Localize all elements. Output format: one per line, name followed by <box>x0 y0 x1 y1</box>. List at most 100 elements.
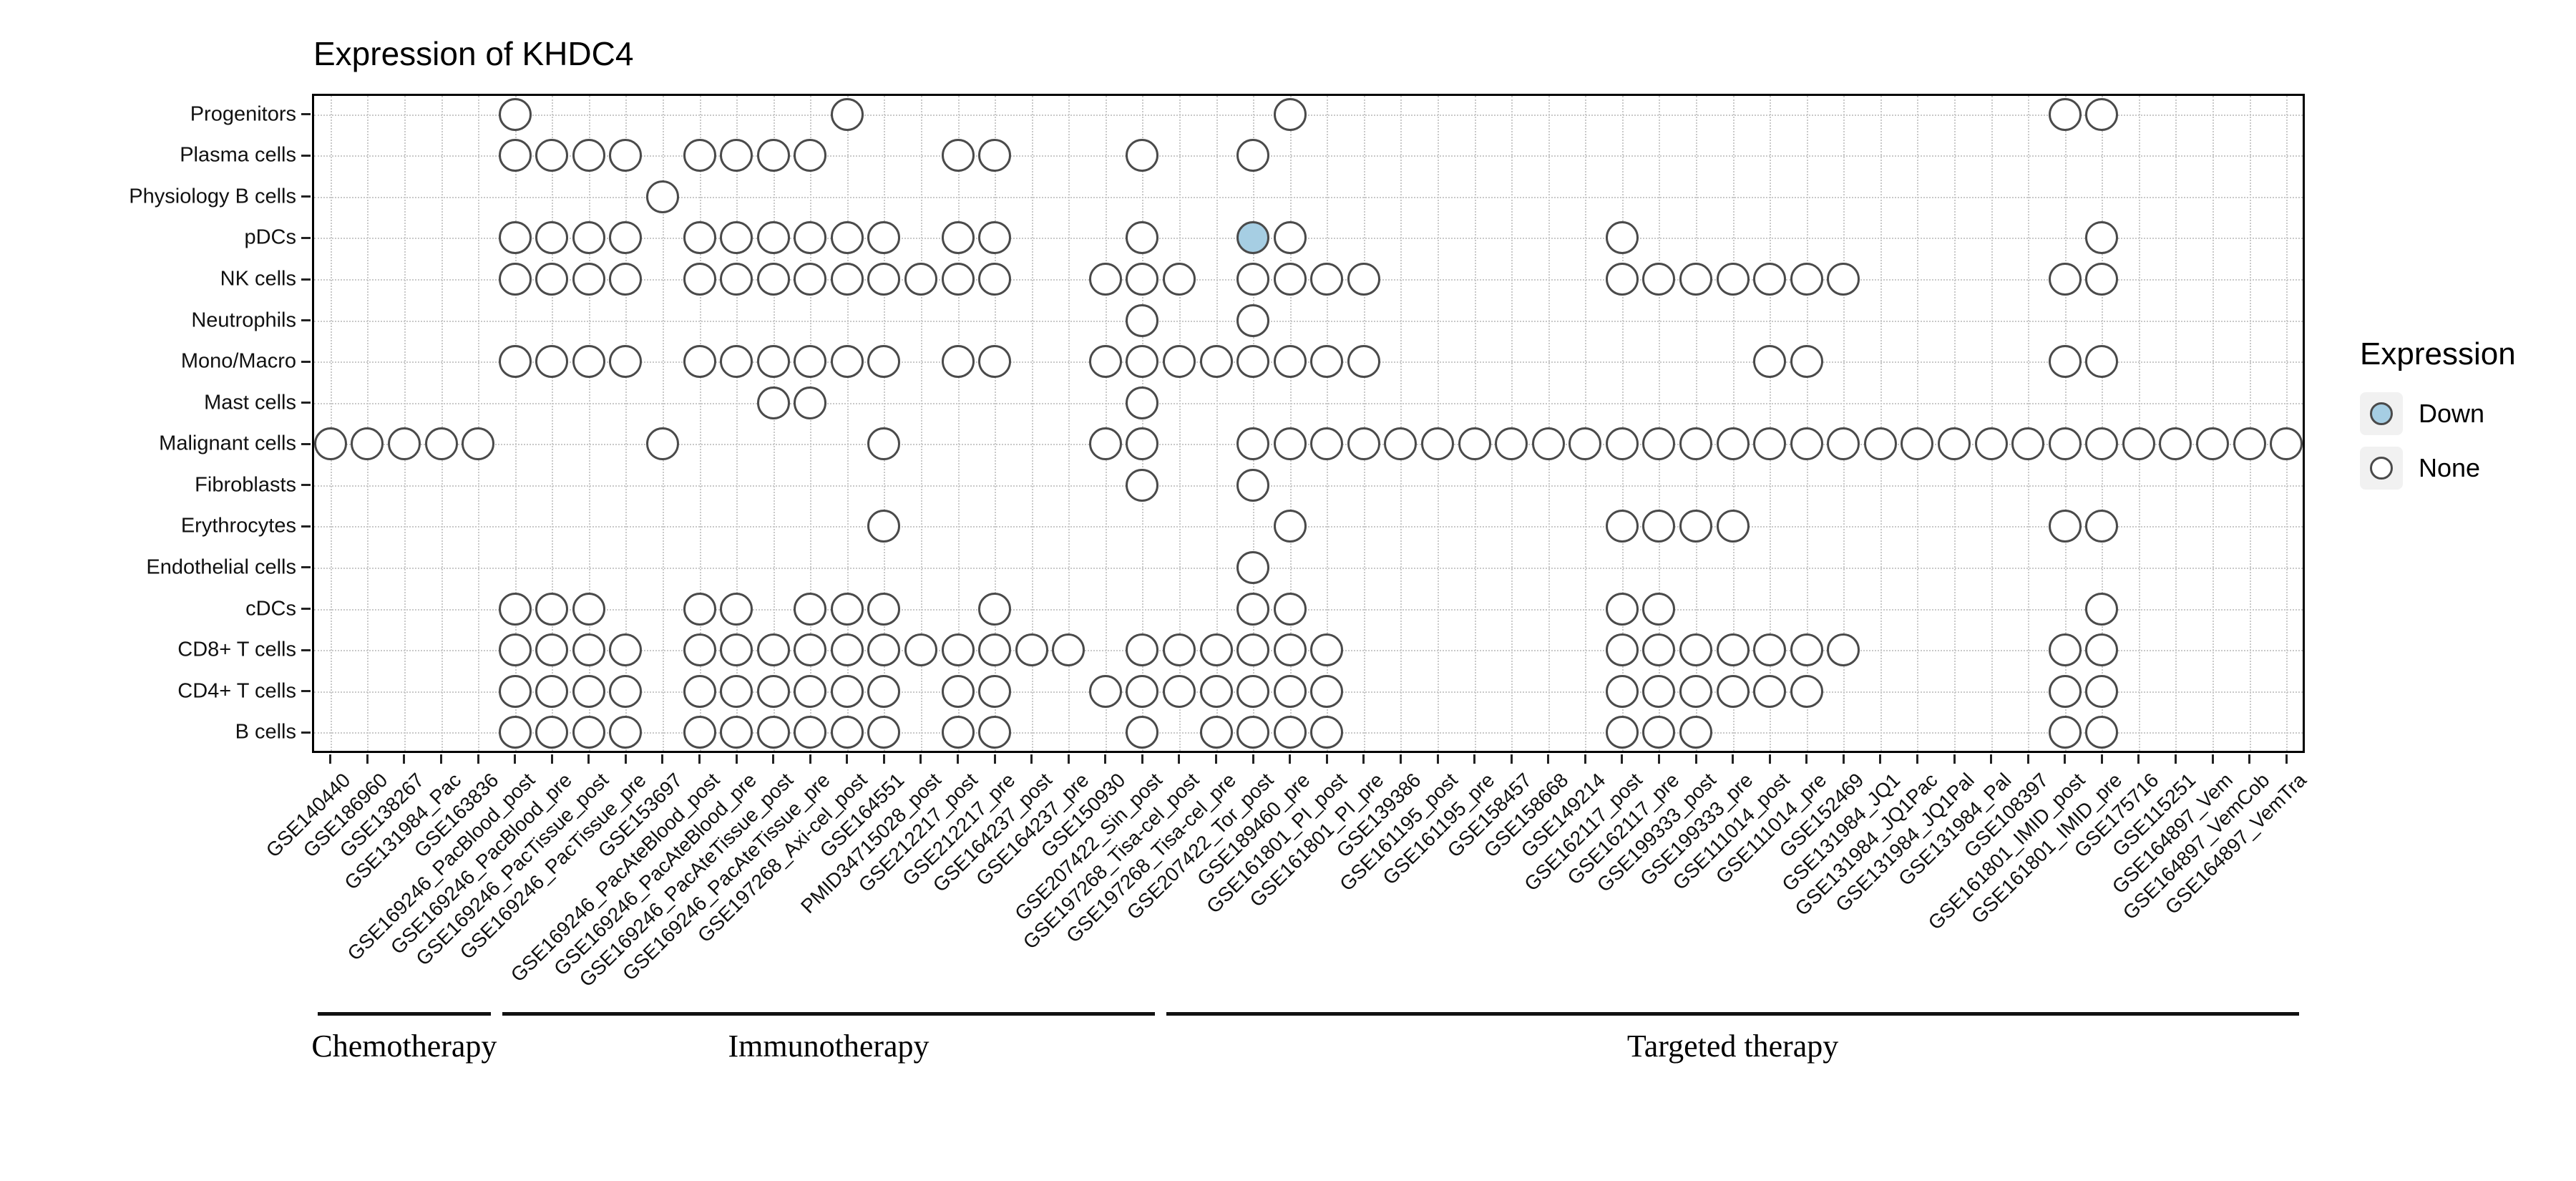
expression-dot[interactable] <box>1162 674 1196 708</box>
expression-dot[interactable] <box>1716 263 1750 296</box>
expression-dot[interactable] <box>1716 510 1750 543</box>
expression-dot[interactable] <box>683 633 716 667</box>
expression-dot[interactable] <box>572 263 605 296</box>
expression-dot[interactable] <box>978 221 1012 255</box>
expression-dot[interactable] <box>1753 427 1787 461</box>
expression-dot[interactable] <box>683 221 716 255</box>
expression-dot[interactable] <box>1273 633 1307 667</box>
expression-dot[interactable] <box>498 345 532 379</box>
expression-dot[interactable] <box>1827 633 1860 667</box>
expression-dot[interactable] <box>756 386 790 419</box>
expression-dot[interactable] <box>720 139 753 172</box>
expression-dot[interactable] <box>1273 345 1307 379</box>
expression-dot[interactable] <box>941 674 975 708</box>
expression-dot[interactable] <box>978 345 1012 379</box>
expression-dot[interactable] <box>1273 716 1307 749</box>
expression-dot[interactable] <box>978 674 1012 708</box>
expression-dot[interactable] <box>756 674 790 708</box>
expression-dot[interactable] <box>1236 592 1270 626</box>
expression-dot[interactable] <box>313 427 347 461</box>
expression-dot[interactable] <box>609 139 643 172</box>
expression-dot[interactable] <box>1458 427 1491 461</box>
expression-dot[interactable] <box>498 221 532 255</box>
expression-dot[interactable] <box>1827 263 1860 296</box>
expression-dot[interactable] <box>1679 674 1713 708</box>
expression-dot[interactable] <box>683 345 716 379</box>
expression-dot-down[interactable] <box>1236 221 1270 255</box>
expression-dot[interactable] <box>867 263 901 296</box>
expression-dot[interactable] <box>2085 221 2119 255</box>
expression-dot[interactable] <box>572 674 605 708</box>
expression-dot[interactable] <box>867 221 901 255</box>
expression-dot[interactable] <box>794 592 827 626</box>
expression-dot[interactable] <box>1126 263 1159 296</box>
expression-dot[interactable] <box>609 263 643 296</box>
expression-dot[interactable] <box>1236 263 1270 296</box>
expression-dot[interactable] <box>1126 674 1159 708</box>
expression-dot[interactable] <box>1790 345 1823 379</box>
expression-dot[interactable] <box>1347 345 1380 379</box>
expression-dot[interactable] <box>794 386 827 419</box>
expression-dot[interactable] <box>609 345 643 379</box>
expression-dot[interactable] <box>2048 427 2082 461</box>
expression-dot[interactable] <box>1679 633 1713 667</box>
expression-dot[interactable] <box>1310 633 1344 667</box>
expression-dot[interactable] <box>1236 345 1270 379</box>
expression-dot[interactable] <box>498 674 532 708</box>
expression-dot[interactable] <box>830 633 864 667</box>
expression-dot[interactable] <box>978 633 1012 667</box>
expression-dot[interactable] <box>941 139 975 172</box>
expression-dot[interactable] <box>794 221 827 255</box>
expression-dot[interactable] <box>1236 550 1270 584</box>
expression-dot[interactable] <box>1938 427 1971 461</box>
expression-dot[interactable] <box>830 263 864 296</box>
expression-dot[interactable] <box>978 716 1012 749</box>
expression-dot[interactable] <box>1901 427 1934 461</box>
expression-dot[interactable] <box>830 592 864 626</box>
expression-dot[interactable] <box>1273 263 1307 296</box>
expression-dot[interactable] <box>1531 427 1565 461</box>
expression-dot[interactable] <box>1827 427 1860 461</box>
expression-dot[interactable] <box>978 139 1012 172</box>
expression-dot[interactable] <box>756 263 790 296</box>
expression-dot[interactable] <box>830 345 864 379</box>
expression-dot[interactable] <box>2085 633 2119 667</box>
expression-dot[interactable] <box>1347 263 1380 296</box>
expression-dot[interactable] <box>2085 716 2119 749</box>
expression-dot[interactable] <box>1273 427 1307 461</box>
expression-dot[interactable] <box>830 674 864 708</box>
expression-dot[interactable] <box>572 221 605 255</box>
expression-dot[interactable] <box>2159 427 2192 461</box>
expression-dot[interactable] <box>387 427 421 461</box>
expression-dot[interactable] <box>535 716 569 749</box>
expression-dot[interactable] <box>1716 427 1750 461</box>
expression-dot[interactable] <box>1753 263 1787 296</box>
expression-dot[interactable] <box>2085 427 2119 461</box>
expression-dot[interactable] <box>941 716 975 749</box>
expression-dot[interactable] <box>1790 427 1823 461</box>
expression-dot[interactable] <box>867 427 901 461</box>
expression-dot[interactable] <box>794 633 827 667</box>
expression-dot[interactable] <box>498 139 532 172</box>
expression-dot[interactable] <box>1126 303 1159 337</box>
expression-dot[interactable] <box>867 633 901 667</box>
expression-dot[interactable] <box>1162 345 1196 379</box>
expression-dot[interactable] <box>535 221 569 255</box>
expression-dot[interactable] <box>1273 674 1307 708</box>
expression-dot[interactable] <box>1236 716 1270 749</box>
expression-dot[interactable] <box>1605 221 1639 255</box>
expression-dot[interactable] <box>1126 716 1159 749</box>
expression-dot[interactable] <box>572 345 605 379</box>
expression-dot[interactable] <box>1605 263 1639 296</box>
expression-dot[interactable] <box>1679 263 1713 296</box>
expression-dot[interactable] <box>1642 427 1676 461</box>
expression-dot[interactable] <box>1605 427 1639 461</box>
expression-dot[interactable] <box>1642 633 1676 667</box>
expression-dot[interactable] <box>1642 263 1676 296</box>
expression-dot[interactable] <box>535 345 569 379</box>
expression-dot[interactable] <box>867 510 901 543</box>
expression-dot[interactable] <box>572 633 605 667</box>
expression-dot[interactable] <box>1605 633 1639 667</box>
expression-dot[interactable] <box>1088 674 1122 708</box>
expression-dot[interactable] <box>794 139 827 172</box>
